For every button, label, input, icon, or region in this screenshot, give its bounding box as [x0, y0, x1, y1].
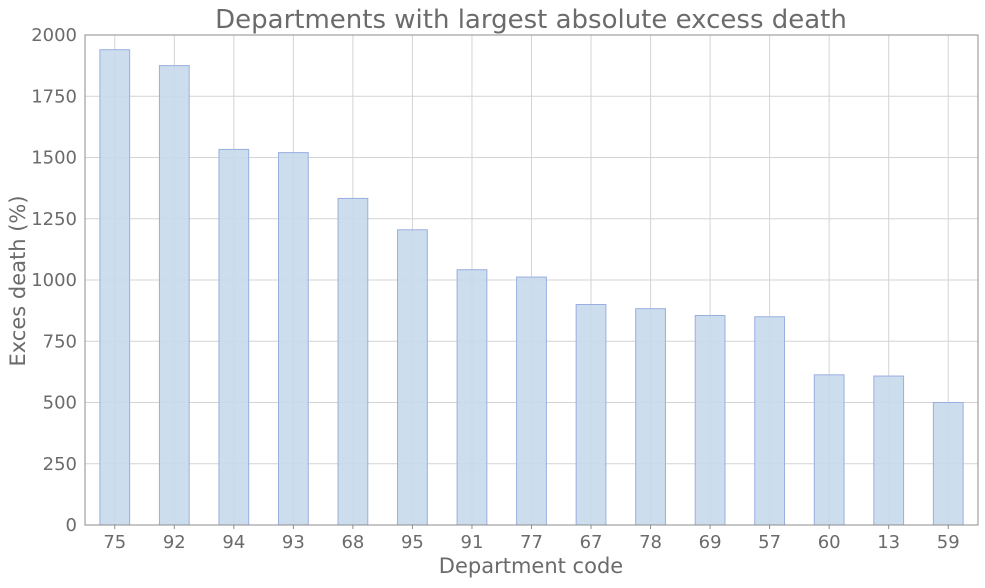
x-tick-label: 92: [163, 532, 186, 553]
bar-93: [277, 152, 309, 526]
bar-67: [575, 304, 607, 526]
x-tick-label: 93: [282, 532, 305, 553]
bar-59: [932, 402, 964, 526]
y-tick-label: 0: [66, 515, 77, 536]
y-axis-ticks: 0 250 500 750 1000 1250 1500 1750 2000: [31, 25, 77, 536]
x-tick-label: 57: [758, 532, 781, 553]
bar-75: [99, 49, 131, 526]
x-tick-label: 13: [877, 532, 900, 553]
bar-78: [635, 308, 666, 526]
x-tick-label: 94: [222, 532, 245, 553]
y-tick-label: 250: [43, 454, 77, 475]
bar-68: [337, 197, 369, 526]
bar-57: [754, 316, 786, 526]
x-tick-label: 95: [401, 532, 424, 553]
bar-94: [218, 148, 250, 526]
bar-60: [813, 374, 845, 526]
bars: [99, 49, 964, 526]
y-tick-label: 1500: [31, 148, 77, 169]
x-tick-label: 59: [937, 532, 960, 553]
y-tick-label: 1250: [31, 209, 77, 230]
x-tick-label: 78: [639, 532, 662, 553]
bar-95: [397, 229, 428, 526]
y-tick-label: 1750: [31, 86, 77, 107]
y-tick-label: 750: [43, 331, 77, 352]
x-tick-label: 75: [103, 532, 126, 553]
y-axis-label: Exces death (%): [6, 195, 30, 366]
bar-13: [873, 375, 905, 526]
x-tick-label: 91: [461, 532, 484, 553]
x-axis-label: Department code: [439, 554, 623, 578]
y-tick-label: 2000: [31, 25, 77, 46]
x-tick-label: 67: [580, 532, 603, 553]
bar-91: [456, 269, 488, 526]
x-tick-label: 77: [520, 532, 543, 553]
x-tick-label: 60: [818, 532, 841, 553]
y-tick-label: 500: [43, 393, 77, 414]
x-tick-label: 69: [699, 532, 722, 553]
plot-frame: [84, 34, 979, 526]
x-tick-label: 68: [341, 532, 364, 553]
bar-92: [158, 65, 190, 526]
bar-77: [516, 276, 547, 526]
chart-title: Departments with largest absolute excess…: [215, 5, 847, 35]
x-axis-ticks: 75 92 94 93 68 95 91 77 67 78 69 57 60 13 59: [103, 525, 960, 553]
y-tick-label: 1000: [31, 270, 77, 291]
bar-69: [694, 315, 726, 526]
